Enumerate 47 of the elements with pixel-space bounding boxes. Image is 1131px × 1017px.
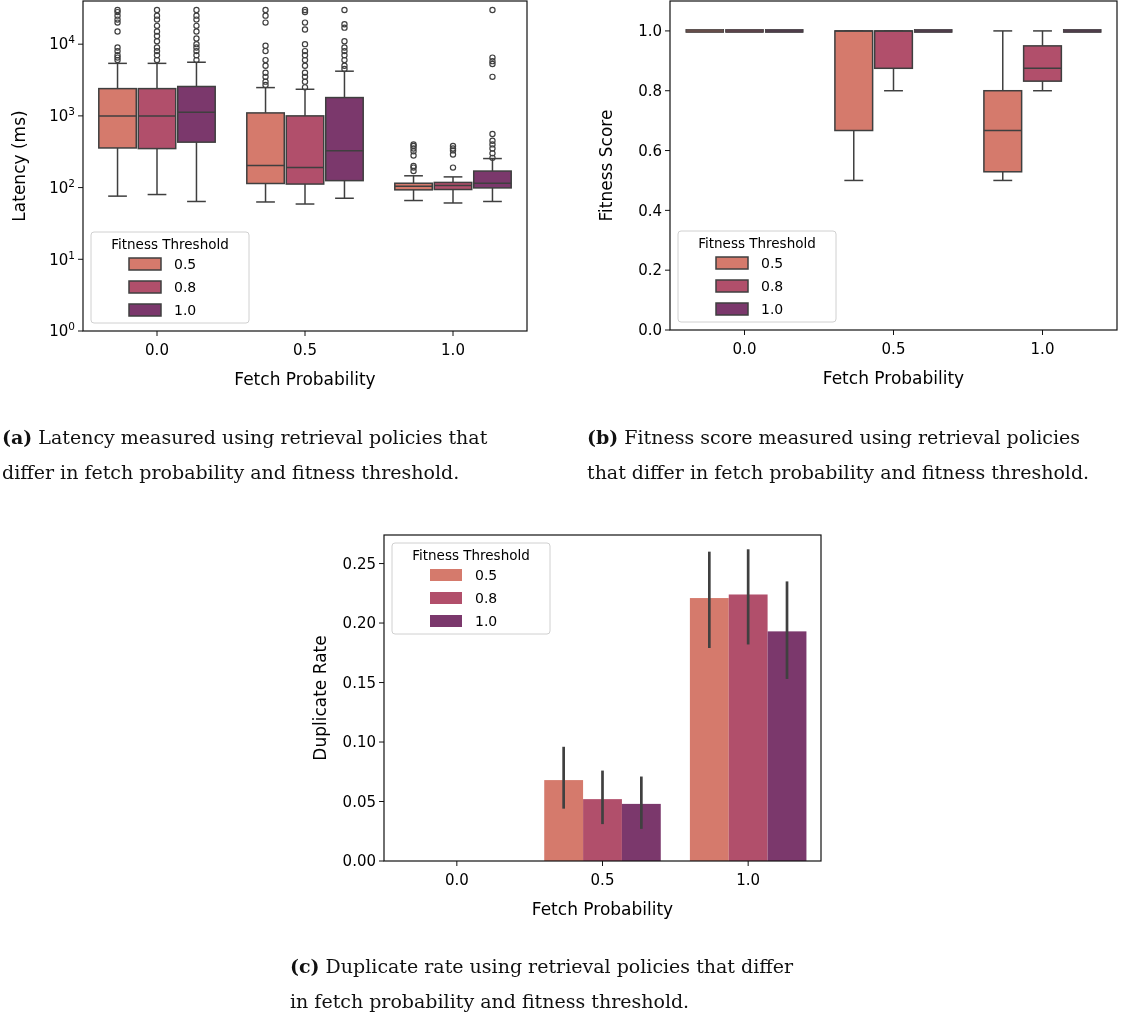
legend-label: 1.0 — [475, 613, 498, 629]
y-tick-label: 0.0 — [638, 321, 662, 340]
legend-label: 1.0 — [174, 302, 197, 318]
y-tick-label: 10$^{4}$ — [49, 33, 76, 54]
y-tick-label: 0.4 — [638, 201, 662, 220]
legend-label: 1.0 — [761, 301, 784, 317]
y-tick-label: 0.15 — [342, 673, 376, 692]
legend-title: Fitness Threshold — [412, 547, 530, 563]
y-tick-label: 10$^{3}$ — [49, 105, 75, 126]
y-tick-label: 10$^{0}$ — [49, 320, 75, 341]
text: (a) Latency measured using retrieval policies that differ in fetch probability and fitness threshold. — [2, 426, 488, 483]
y-tick-label: 0.25 — [342, 554, 376, 573]
legend-label: 0.8 — [174, 279, 197, 295]
x-tick-label: 1.0 — [441, 341, 465, 359]
x-tick-label: 0.5 — [293, 341, 317, 359]
y-axis-title: Fitness Score — [596, 109, 616, 222]
legend-label: 0.5 — [475, 567, 498, 583]
legend-title: Fitness Threshold — [111, 236, 229, 252]
y-tick-label: 0.05 — [342, 792, 376, 811]
x-tick-label: 1.0 — [1030, 340, 1055, 358]
x-axis-title: Fetch Probability — [234, 369, 376, 389]
x-tick-label: 0.0 — [732, 340, 757, 358]
y-tick-label: 0.20 — [342, 614, 376, 633]
y-axis-title: Duplicate Rate — [310, 635, 330, 761]
legend-label: 0.8 — [475, 590, 498, 606]
y-tick-label: 10$^{2}$ — [49, 176, 75, 197]
legend-label: 0.5 — [761, 255, 784, 271]
y-tick-label: 0.10 — [342, 733, 376, 752]
y-tick-label: 0.00 — [342, 852, 376, 871]
text: (b) Fitness score measured using retrieval policies that differ in fetch probability and fitness threshold. — [587, 426, 1090, 483]
legend-label: 0.5 — [174, 256, 197, 272]
y-axis-title: Latency (ms) — [9, 110, 29, 222]
y-tick-label: 0.8 — [638, 81, 662, 100]
x-tick-label: 0.5 — [881, 340, 906, 358]
y-tick-label: 1.0 — [638, 22, 662, 41]
x-tick-label: 0.5 — [590, 871, 615, 889]
y-tick-label: 0.2 — [638, 261, 662, 280]
legend-label: 0.8 — [761, 278, 784, 294]
x-tick-label: 1.0 — [736, 871, 761, 889]
legend-title: Fitness Threshold — [698, 235, 816, 251]
x-axis-title: Fetch Probability — [531, 899, 674, 919]
x-tick-label: 0.0 — [444, 871, 469, 889]
x-tick-label: 0.0 — [145, 341, 169, 359]
y-tick-label: 10$^{1}$ — [49, 248, 75, 269]
text: (c) Duplicate rate using retrieval policies that differ in fetch probability and fitness threshold. — [290, 955, 795, 1012]
y-tick-label: 0.6 — [638, 141, 662, 160]
x-axis-title: Fetch Probability — [822, 368, 965, 388]
